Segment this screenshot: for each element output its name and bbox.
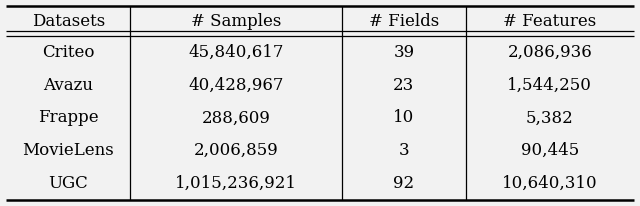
Text: 1,015,236,921: 1,015,236,921 — [175, 175, 297, 192]
Text: 288,609: 288,609 — [202, 109, 271, 126]
Text: 1,544,250: 1,544,250 — [508, 77, 592, 94]
Text: Criteo: Criteo — [42, 44, 95, 61]
Text: 2,006,859: 2,006,859 — [194, 142, 278, 159]
Text: # Fields: # Fields — [369, 13, 439, 30]
Text: UGC: UGC — [49, 175, 88, 192]
Text: 40,428,967: 40,428,967 — [188, 77, 284, 94]
Text: 92: 92 — [394, 175, 415, 192]
Text: 5,382: 5,382 — [526, 109, 573, 126]
Text: 10,640,310: 10,640,310 — [502, 175, 598, 192]
Text: 23: 23 — [393, 77, 415, 94]
Text: 45,840,617: 45,840,617 — [188, 44, 284, 61]
Text: 39: 39 — [394, 44, 415, 61]
Text: MovieLens: MovieLens — [22, 142, 115, 159]
Text: 3: 3 — [399, 142, 409, 159]
Text: Frappe: Frappe — [38, 109, 99, 126]
Text: Datasets: Datasets — [32, 13, 105, 30]
Text: 10: 10 — [393, 109, 415, 126]
Text: # Features: # Features — [503, 13, 596, 30]
Text: 2,086,936: 2,086,936 — [508, 44, 592, 61]
Text: Avazu: Avazu — [44, 77, 93, 94]
Text: # Samples: # Samples — [191, 13, 282, 30]
Text: 90,445: 90,445 — [520, 142, 579, 159]
